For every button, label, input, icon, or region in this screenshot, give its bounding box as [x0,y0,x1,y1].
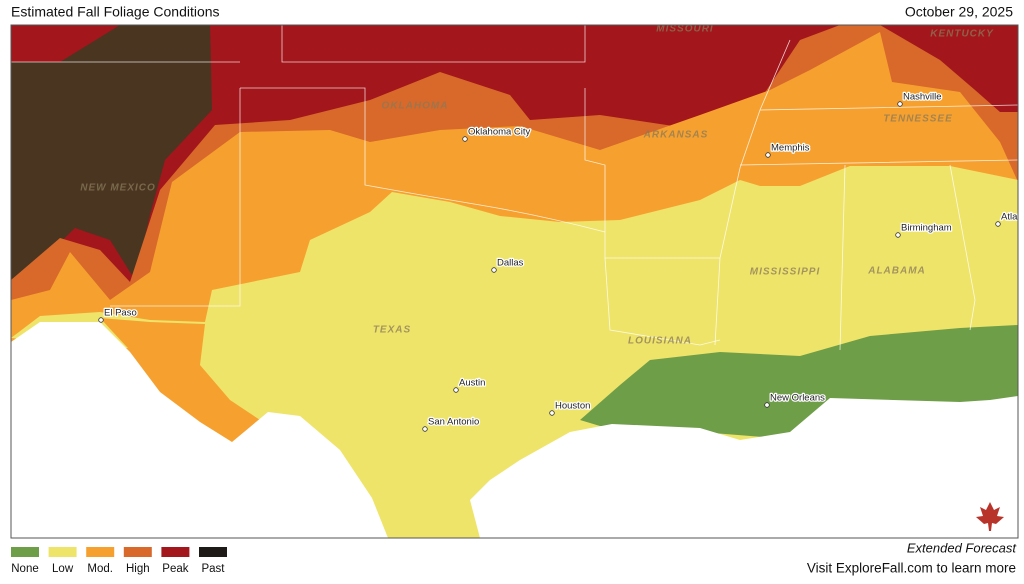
city-dot [995,221,1001,227]
legend-swatch [86,547,115,557]
city-label: Birmingham [901,223,952,234]
map-frame [10,24,1019,539]
state-label: TEXAS [373,325,411,336]
city-label: Nashville [903,92,942,103]
legend-swatch [123,547,152,557]
city-label: Dallas [497,258,524,269]
maple-logo [976,502,1004,531]
state-label: MISSISSIPPI [750,267,820,278]
legend-label: None [11,563,39,575]
city-label: El Paso [104,308,137,319]
city-dot [491,267,497,273]
legend-swatch [48,547,77,557]
gulf-water [470,396,1018,538]
past-area [11,25,212,280]
city-label: Memphis [771,143,810,154]
city-dot [765,152,771,158]
state-label: TENNESSEE [883,114,953,125]
legend-swatch [11,547,39,557]
city-label: New Orleans [770,393,825,404]
city-dot [897,101,903,107]
legend-label: Mod. [87,563,113,575]
city-label: Houston [555,401,590,412]
state-label: NEW MEXICO [80,183,156,194]
legend-label: Peak [162,563,188,575]
city-label: San Antonio [428,417,479,428]
legend-label: High [126,563,150,575]
city-label: Atlanta [1001,212,1024,223]
city-dot [764,402,770,408]
city-dot [453,387,459,393]
site-link[interactable]: Visit ExploreFall.com to learn more [807,561,1016,576]
state-borders [11,25,1018,351]
legend-swatch [199,547,227,557]
legend-swatch [161,547,190,557]
date: October 29, 2025 [905,4,1013,20]
city-dot [98,317,104,323]
mexico [11,322,388,538]
city-dot [422,426,428,432]
city-label: Oklahoma City [468,127,531,138]
moderate-area [100,318,260,440]
map: MISSOURI KENTUCKY OKLAHOMA ARKANSAS TENNESSE… [11,24,1024,538]
state-label: KENTUCKY [930,29,994,40]
legend-label: Past [201,563,225,575]
state-label: ARKANSAS [643,130,709,141]
state-label: OKLAHOMA [382,101,449,112]
city-label: Austin [459,378,485,389]
state-label: LOUISIANA [628,336,692,347]
city-dot [895,232,901,238]
city-dot [549,410,555,416]
city-dot [462,136,468,142]
title: Estimated Fall Foliage Conditions [11,4,220,20]
state-label: MISSOURI [656,24,713,35]
forecast-note: Extended Forecast [907,540,1018,555]
state-label: ALABAMA [867,266,926,277]
legend-label: Low [52,563,74,575]
